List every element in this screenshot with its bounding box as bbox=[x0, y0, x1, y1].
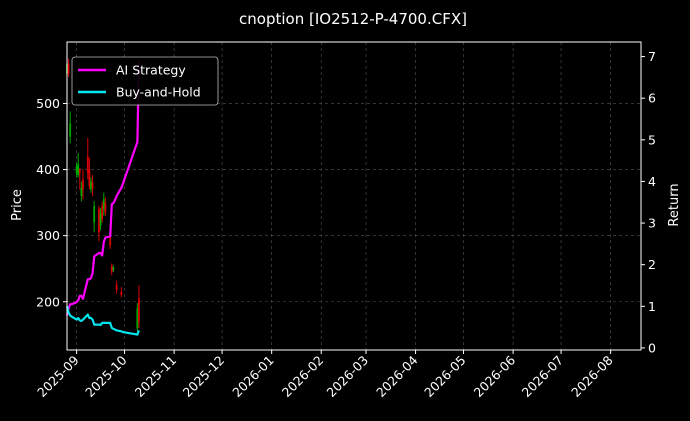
candle-body bbox=[78, 169, 81, 173]
x-tick-label: 2026-03 bbox=[324, 353, 372, 401]
candle-body bbox=[99, 212, 102, 226]
legend-label: Buy-and-Hold bbox=[116, 85, 201, 100]
x-tick-label: 2026-07 bbox=[519, 353, 567, 401]
y-tick-label-right: 7 bbox=[648, 49, 656, 64]
chart-title: cnoption [IO2512-P-4700.CFX] bbox=[239, 10, 467, 28]
x-tick-label: 2025-09 bbox=[34, 352, 82, 400]
x-tick-label: 2025-12 bbox=[180, 353, 228, 401]
candle-body bbox=[82, 179, 84, 190]
candle-body bbox=[98, 209, 100, 233]
candle-body bbox=[69, 123, 72, 137]
candlestick-series bbox=[66, 50, 140, 332]
candle-body bbox=[110, 265, 113, 273]
y-tick-label-right: 4 bbox=[648, 174, 656, 189]
candle-body bbox=[88, 169, 91, 187]
candle-body bbox=[138, 298, 140, 322]
candle-body bbox=[120, 291, 123, 296]
x-tick-label: 2026-08 bbox=[568, 352, 616, 400]
legend: AI Strategy Buy-and-Hold bbox=[71, 56, 219, 106]
x-tick-label: 2026-01 bbox=[229, 353, 277, 401]
y-tick-label-right: 5 bbox=[648, 132, 656, 147]
return-lines bbox=[65, 60, 140, 336]
y-tick-label-right: 1 bbox=[648, 299, 656, 314]
candle-body bbox=[75, 166, 78, 173]
x-tick-label: 2026-02 bbox=[279, 353, 327, 401]
y-tick-label-left: 300 bbox=[36, 228, 60, 243]
legend-box bbox=[71, 56, 219, 106]
x-tick-label: 2026-04 bbox=[373, 352, 421, 400]
y-tick-label-right: 6 bbox=[648, 91, 656, 106]
series-line-buy-and-hold bbox=[65, 306, 140, 336]
y-axis-label-left: Price bbox=[10, 189, 25, 221]
x-tick-label: 2026-06 bbox=[471, 352, 519, 400]
candle-body bbox=[101, 205, 104, 220]
candle-body bbox=[102, 199, 105, 210]
candle-body bbox=[86, 156, 89, 173]
candle-body bbox=[77, 164, 80, 175]
x-tick-label: 2026-05 bbox=[421, 353, 469, 401]
candle-body bbox=[109, 235, 112, 246]
candle-body bbox=[90, 181, 92, 190]
x-tick-label: 2025-11 bbox=[132, 353, 180, 401]
series-line-ai-strategy bbox=[65, 60, 140, 316]
plot-frame bbox=[66, 41, 642, 351]
candle-body bbox=[104, 202, 107, 213]
candle-body bbox=[93, 205, 96, 223]
y-tick-label-left: 200 bbox=[36, 294, 60, 309]
y-tick-label-right: 0 bbox=[648, 340, 656, 355]
y-tick-label-left: 500 bbox=[36, 96, 60, 111]
y-axis-label-right: Return bbox=[667, 183, 682, 226]
candle-body bbox=[91, 182, 94, 189]
candle-body bbox=[115, 285, 118, 290]
x-tick-label: 2025-10 bbox=[82, 352, 130, 400]
legend-label: AI Strategy bbox=[116, 63, 186, 78]
candle-body bbox=[80, 188, 83, 196]
candle-body bbox=[112, 267, 115, 271]
y-tick-label-right: 2 bbox=[648, 257, 656, 272]
candle-body bbox=[136, 308, 139, 329]
candle-body bbox=[67, 63, 70, 74]
y-tick-label-right: 3 bbox=[648, 216, 656, 231]
y-tick-label-left: 400 bbox=[36, 162, 60, 177]
